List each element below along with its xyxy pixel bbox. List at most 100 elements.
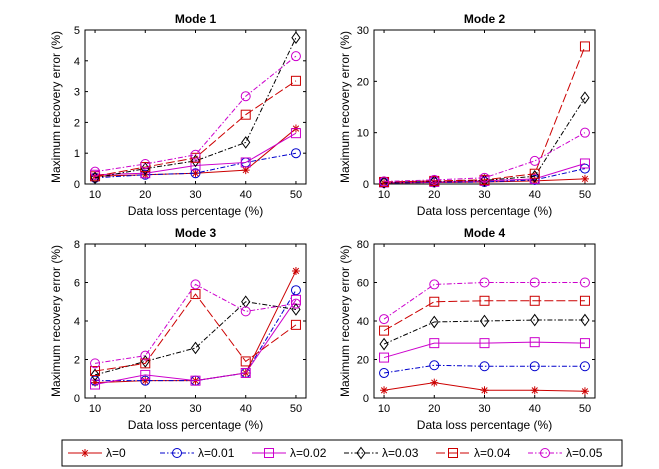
data-point <box>241 136 251 149</box>
data-point <box>429 296 440 307</box>
data-point <box>530 176 539 185</box>
data-point <box>291 266 300 275</box>
data-point <box>429 338 440 349</box>
legend-marker <box>356 446 366 460</box>
data-point <box>529 277 540 288</box>
data-point <box>479 295 490 306</box>
data-point <box>580 174 589 183</box>
legend-entry: λ=0.01 <box>160 446 235 460</box>
data-point <box>429 360 440 371</box>
y-tick-label: 10 <box>357 128 369 140</box>
series-line <box>95 132 297 176</box>
data-point <box>479 174 490 187</box>
data-point <box>190 375 201 386</box>
series-5 <box>90 51 301 177</box>
x-tick-label: 10 <box>378 189 390 201</box>
data-point <box>579 41 590 52</box>
series-line <box>94 293 297 372</box>
y-tick-label: 5 <box>74 25 80 37</box>
series-line <box>95 152 297 179</box>
y-tick-label: 4 <box>74 316 80 328</box>
data-point <box>140 162 151 173</box>
data-point <box>529 173 540 184</box>
data-point <box>290 51 301 62</box>
legend-label: λ=0 <box>106 446 126 460</box>
y-tick-label: 1 <box>74 148 80 160</box>
series-line <box>383 319 585 345</box>
x-tick-label: 40 <box>240 403 252 415</box>
y-tick-label: 60 <box>357 278 369 290</box>
data-point <box>479 338 490 349</box>
data-point <box>190 168 201 179</box>
data-point <box>379 337 389 351</box>
y-axis-label: Maximum recovery error (%) <box>49 245 63 397</box>
legend-label: λ=0.01 <box>198 446 235 460</box>
y-tick-label: 2 <box>74 355 80 367</box>
legend-marker <box>448 448 458 458</box>
y-axis-label: Maximum recovery error (%) <box>49 31 63 183</box>
x-tick-label: 30 <box>478 403 490 415</box>
chart-panel-4: Mode 4 10 20 30 40 50 0 20 40 60 80 Data loss perce… <box>338 226 596 432</box>
data-point <box>91 378 100 387</box>
series-line <box>384 97 586 183</box>
data-point <box>291 31 301 45</box>
data-point <box>90 166 101 177</box>
series-2 <box>379 337 590 363</box>
y-tick-label: 40 <box>357 316 369 328</box>
y-tick-label: 80 <box>357 239 369 251</box>
data-point <box>429 174 440 185</box>
x-tick-label: 10 <box>89 403 101 415</box>
legend-entry: λ=0.04 <box>436 446 511 460</box>
data-point <box>140 375 151 386</box>
y-tick-label: 20 <box>357 76 369 88</box>
series-line <box>384 132 586 182</box>
y-tick-label: 0 <box>363 179 369 191</box>
chart-title: Mode 1 <box>175 12 217 26</box>
legend-marker <box>264 448 274 458</box>
data-point <box>579 163 590 174</box>
series-line <box>383 364 585 374</box>
series-line <box>95 289 297 382</box>
series-line <box>94 301 297 376</box>
x-tick-label: 50 <box>579 189 591 201</box>
data-point <box>190 149 201 160</box>
data-point <box>580 313 590 327</box>
data-point <box>479 361 490 372</box>
legend-entry: λ=0.03 <box>344 446 419 460</box>
series-line <box>384 168 586 184</box>
series-3 <box>90 31 301 185</box>
data-point <box>580 387 589 396</box>
series-line <box>94 55 297 173</box>
y-tick-label: 0 <box>74 393 80 405</box>
y-tick-label: 20 <box>357 355 369 367</box>
data-point <box>379 176 389 189</box>
y-tick-label: 0 <box>74 179 80 191</box>
data-point <box>190 154 201 168</box>
data-point <box>579 295 590 306</box>
legend-label: λ=0.04 <box>474 446 511 460</box>
series-line <box>384 46 586 183</box>
data-point <box>480 386 489 395</box>
x-tick-label: 30 <box>189 189 201 201</box>
x-tick-label: 20 <box>139 189 151 201</box>
data-point <box>240 109 251 120</box>
x-tick-label: 50 <box>290 189 302 201</box>
data-point <box>579 127 590 138</box>
x-tick-label: 40 <box>529 403 541 415</box>
data-point <box>579 158 590 169</box>
data-point <box>530 313 540 327</box>
data-point <box>140 350 151 361</box>
data-point <box>379 314 390 325</box>
y-tick-label: 6 <box>74 278 80 290</box>
data-point <box>190 152 201 163</box>
legend-label: λ=0.02 <box>290 446 327 460</box>
x-tick-label: 20 <box>139 403 151 415</box>
data-point <box>190 341 201 355</box>
series-3 <box>379 313 590 351</box>
series-5 <box>379 127 590 187</box>
data-point <box>430 378 439 387</box>
data-point <box>190 289 201 300</box>
y-tick-label: 0 <box>363 393 369 405</box>
chart-panel-3: Mode 3 10 20 30 40 50 0 2 4 6 8 Data loss percentag… <box>49 226 307 432</box>
legend-label: λ=0.03 <box>382 446 419 460</box>
